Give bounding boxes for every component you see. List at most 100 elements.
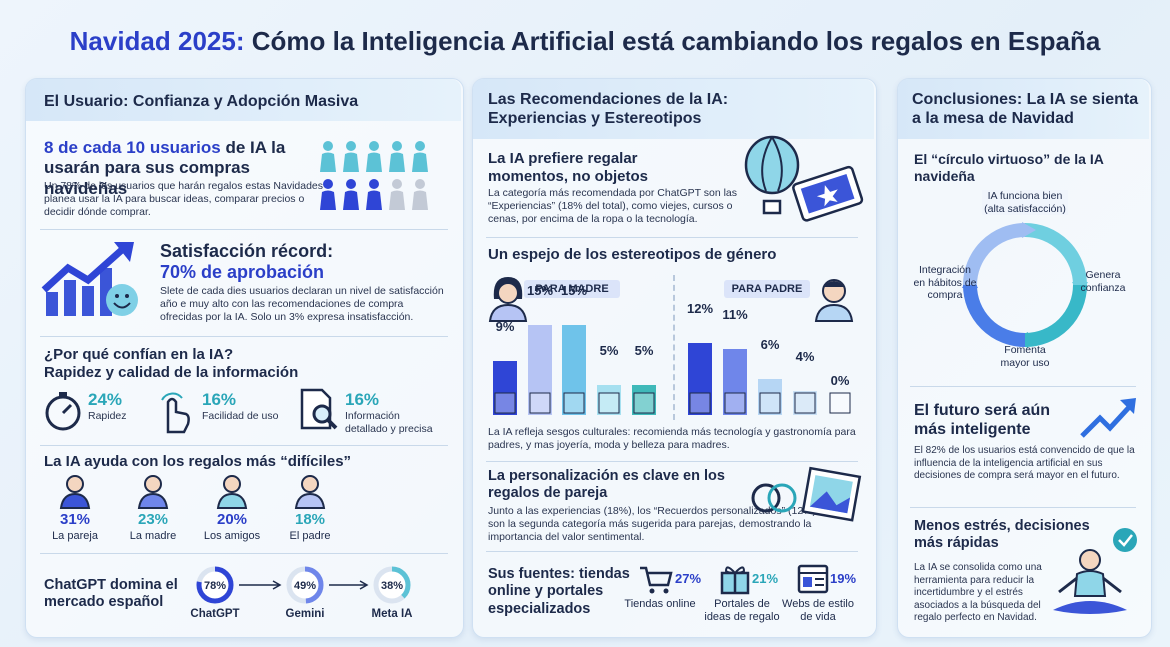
father-label: PARA PADRE: [724, 280, 810, 298]
person-head: [392, 179, 402, 189]
cycle-title: El “círculo virtuoso” de la IA navideña: [914, 151, 1104, 184]
future-title: El futuro será aún más inteligente: [914, 402, 1051, 439]
person-head: [392, 141, 402, 151]
separator: [910, 507, 1136, 508]
growth-icon-part: [82, 286, 94, 316]
mother-avatar-part: [497, 282, 519, 304]
growth-icon-part: [106, 284, 138, 316]
person-body: [412, 152, 428, 172]
bar-icon-tile: [794, 392, 816, 414]
cycle-step: Fomenta mayor uso: [1000, 344, 1050, 369]
bar: [758, 379, 782, 415]
person-head: [323, 179, 333, 189]
document-icon-part: [312, 404, 332, 424]
bar: [562, 325, 586, 415]
trust-value: 16%: [345, 390, 380, 409]
document-icon-part: [326, 418, 338, 430]
father-avatar: [814, 279, 854, 322]
recipient-label: La pareja: [52, 530, 98, 542]
meditation-icon: [1053, 528, 1137, 614]
moments-body: La categoría más recomendada por ChatGPT…: [488, 187, 738, 226]
satisfaction-title: Satisfacción récord:: [160, 241, 334, 261]
donut-label: 38%: [381, 580, 403, 592]
bar: [723, 349, 747, 415]
recipient-body: [59, 492, 91, 509]
donut-label: 78%: [204, 580, 226, 592]
stress-title: Menos estrés, decisiones más rápidas: [914, 518, 1090, 552]
middle-heading: Las Recomendaciones de la IA: Experienci…: [488, 91, 729, 128]
platform-name: Gemini: [285, 608, 325, 620]
rings-photo-icon-part-part: [809, 491, 851, 514]
bar-icon-tile: [494, 392, 516, 414]
bar: [597, 385, 621, 415]
recipient-head: [144, 475, 162, 493]
trend-arrow-icon: [1080, 398, 1136, 438]
source-value: 27%: [675, 571, 702, 586]
left-heading: El Usuario: Confianza y Adopción Masiva: [44, 93, 359, 110]
balloon-ticket-icon-part: [762, 199, 782, 215]
balloon-ticket-icon-part: [792, 165, 864, 222]
person-body: [389, 152, 405, 172]
meditation-icon-part: [1113, 528, 1137, 552]
difficult-title: La IA ayuda con los regalos más “difícil…: [44, 453, 352, 470]
satisfaction-body: Slete de cada dies usuarios declaran un …: [160, 285, 444, 324]
person-body: [343, 190, 359, 210]
trust-subtitle: Rapidez y calidad de la información: [44, 364, 299, 381]
cart-icon: [640, 566, 673, 594]
flow-arrowhead: [272, 580, 282, 590]
couple-body: Junto a las experiencias (18%), los “Rec…: [488, 505, 816, 544]
divider: [673, 275, 675, 420]
source-label: Webs de estilo de vida: [782, 598, 854, 623]
bar-icon-tile: [724, 392, 746, 414]
cycle-diagram: [962, 222, 1088, 348]
people-icons: [320, 141, 428, 210]
rings-photo-icon: [751, 466, 862, 522]
stopwatch-icon-part: [61, 403, 73, 415]
person-head: [415, 141, 425, 151]
web-icon-part: [803, 577, 812, 587]
bar: [493, 361, 517, 415]
platform-name: ChatGPT: [190, 608, 240, 620]
donut-arc: [373, 566, 411, 604]
trend-arrow-icon-part: [1080, 402, 1134, 438]
future-body: El 82% de los usuarios está convencido d…: [914, 445, 1135, 481]
person-body: [366, 152, 382, 172]
person-body: [320, 152, 336, 172]
adoption-rest: de IA la usarán para sus compras navideñ…: [44, 138, 286, 198]
donut-arc: [196, 566, 234, 604]
bar-icon-tile: [689, 392, 711, 414]
cycle-step: IA funciona bien (alta satisfacción): [982, 190, 1068, 216]
separator: [40, 445, 448, 446]
growth-icon-part: [46, 292, 58, 316]
cycle-diagram-part: [1024, 223, 1087, 286]
document-icon: [300, 388, 338, 430]
source-label: Portales de ideas de regalo: [704, 598, 780, 623]
separator: [40, 229, 448, 230]
gender-bars: 9% 15% 15% 5% 5% 12% 11% 6% 4% 0%: [493, 283, 851, 415]
gift-recipient-icons: [59, 475, 326, 509]
cycle-step: Integración en hábitos de compra: [913, 264, 977, 302]
rings-photo-icon-part: [751, 483, 781, 513]
bar-value-label: 0%: [831, 373, 850, 388]
meditation-icon-part: [1073, 570, 1107, 597]
gender-title: Un espejo de los estereotipos de género: [488, 246, 777, 263]
bar-icon-tile: [633, 392, 655, 414]
bar: [688, 343, 712, 415]
page-title: Navidad 2025: Cómo la Inteligencia Artif…: [0, 26, 1170, 57]
rings-photo-icon-part: [801, 466, 862, 522]
bar-value-label: 11%: [722, 307, 748, 322]
gift-icon: [720, 566, 750, 595]
market-donuts: 78% 49% 38%: [196, 566, 411, 604]
growth-icon: [41, 242, 138, 316]
gender-caption: La IA refleja sesgos culturales: recomie…: [488, 426, 856, 452]
person-head: [369, 141, 379, 151]
trust-label: Información detallado y precisa: [345, 410, 433, 436]
mother-label: PARA MADRE: [524, 280, 620, 298]
bar-value-label: 15%: [561, 283, 587, 298]
separator: [486, 461, 858, 462]
right-heading: Conclusiones: La IA se sienta a la mesa …: [912, 91, 1139, 128]
bar-icon-tile: [563, 392, 585, 414]
recipient-head: [223, 475, 241, 493]
adoption-body: Un 78% de los usuarios que harán regalos…: [44, 180, 324, 219]
